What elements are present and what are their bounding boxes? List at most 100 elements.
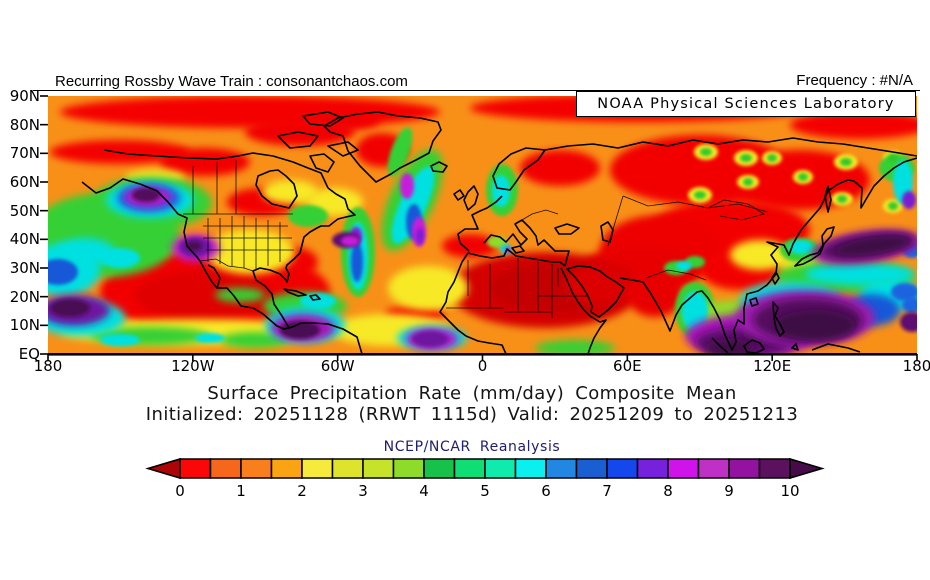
colorbar-left-arrow [145,457,181,480]
precip-region-blob [535,340,615,354]
colorbar-cell [362,458,395,479]
precip-region-blob [798,173,808,181]
colorbar-cell [667,458,700,479]
header-divider [33,90,920,91]
precip-region-blob [740,154,752,162]
frequency-label: Frequency : #N/A [796,72,913,89]
coastline-path [255,169,298,209]
y-axis-tick [40,95,48,97]
precip-region-blob [160,148,250,176]
precip-region-blob [300,293,336,309]
precip-region-blob [790,111,917,139]
x-axis-tick [771,354,773,361]
precip-region-blob [900,312,917,332]
precip-region-blob [902,297,917,313]
colorbar-cell [484,458,517,479]
colorbar-tick-label: 1 [236,482,246,500]
precip-region-blob [789,240,813,254]
plot-title: Surface Precipitation Rate (mm/day) Comp… [207,383,737,404]
precip-region-blob [891,283,917,301]
dataset-source-label: NCEP/NCAR Reanalysis [383,439,561,455]
coastline-path [619,201,824,351]
coastline-path [103,149,329,189]
lat-tick-label: EQ [18,345,40,363]
precip-region-blob [888,154,898,162]
precip-region-blob [627,273,683,317]
precip-region-blob [205,230,295,274]
country-border-line [207,216,281,270]
colorbar-tick-label: 8 [663,482,673,500]
lat-tick-label: 70N [9,144,40,163]
coastline-path [711,301,861,354]
colorbar-cell [545,458,578,479]
colorbar-cell [240,458,273,479]
precip-region-blob [888,202,898,210]
precip-region-blob [442,234,498,258]
precip-region-blob [50,299,90,317]
colorbar-tick-label: 7 [602,482,612,500]
colorbar-cell [728,458,761,479]
precip-region-blob [186,241,202,251]
colorbar-tick-label: 0 [175,482,185,500]
coastline-path [453,185,479,211]
precip-region-blob [135,270,275,320]
colorbar-cell [453,458,486,479]
colorbar-cell [636,458,669,479]
precip-region-blob [55,238,115,266]
x-axis-tick [47,354,49,361]
coastline-layer [81,111,917,354]
precip-region-blob [60,96,440,128]
precip-region-blob [100,248,140,268]
y-axis-tick [40,152,48,155]
colorbar-cell [331,458,364,479]
y-axis-tick [40,181,48,183]
map-canvas [40,95,918,361]
lon-tick-label: 120W [171,357,215,375]
coastline-path [822,157,917,209]
coastline-path [252,187,356,329]
precip-region-blob [694,191,706,199]
precip-region-blob [775,310,855,340]
precip-region-blob [676,261,692,271]
precip-region-blob [400,173,414,199]
y-axis-tick [40,123,48,126]
precipitation-map [38,92,925,364]
country-border-line [446,258,588,318]
y-axis-tick [40,209,48,212]
lat-tick-label: 50N [9,201,40,220]
lat-tick-label: 20N [9,287,40,306]
lon-tick-label: 60E [613,357,642,375]
colorbar-tick-label: 2 [297,482,307,500]
precip-region-blob [730,240,790,270]
lat-tick-label: 90N [9,87,40,105]
precip-region-blob [837,195,847,203]
coastline-path [81,178,363,354]
x-axis-tick [916,354,918,361]
country-border-line [192,160,237,214]
coastline-path [277,111,359,173]
lon-tick-label: 60W [320,357,355,375]
colorbar-canvas: 0 1 2 3 4 5 6 7 8 9 10 [145,457,825,500]
colorbar-tick-label: 3 [358,482,368,500]
precip-region-blob [565,265,635,305]
lat-tick-label: 10N [9,316,40,335]
precip-region-blob [743,178,753,186]
lat-tick-label: 80N [9,115,40,134]
colorbar-cell [301,458,334,479]
colorbar-cell [758,458,791,479]
coastline-path [749,185,835,307]
precip-region-blob [215,288,265,302]
lat-tick-label: 30N [9,259,40,277]
coastline-path [544,137,917,157]
plot-subtitle: Initialized: 20251128 (RRWT 1115d) Valid… [145,404,799,425]
coastline-path [457,195,503,252]
precip-region-blob [351,242,363,282]
x-axis-tick [192,354,194,361]
precip-region-blob [682,291,708,331]
noaa-psl-badge: NOAA Physical Sciences Laboratory [576,91,916,117]
y-axis-tick [40,324,48,327]
colorbar-tick-label: 9 [724,482,734,500]
country-border-line [607,195,769,281]
page-caption: Recurring Rossby Wave Train : consonantc… [55,73,408,90]
